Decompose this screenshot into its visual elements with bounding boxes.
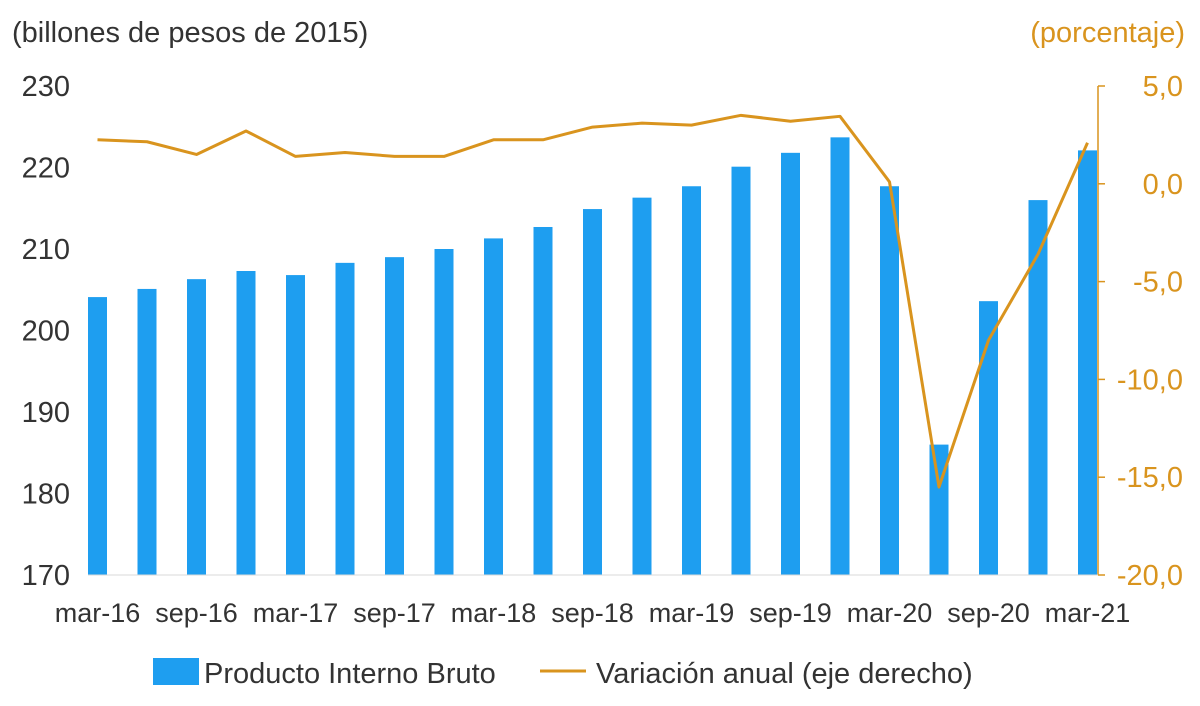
x-axis-ticks: mar-16 sep-16 mar-17 sep-17 mar-18 sep-18 mar-…: [55, 598, 1131, 628]
bar-mar-21: [1078, 150, 1097, 575]
bar-sep-16: [187, 279, 206, 575]
right-axis-ticks: -20,0 -15,0 -10,0 -5,0 0,0 5,0: [1098, 71, 1183, 592]
bar-mar-18: [484, 238, 503, 575]
right-tick-label: 5,0: [1143, 71, 1183, 103]
right-tick-label: -10,0: [1117, 364, 1183, 396]
x-tick-label: mar-21: [1045, 598, 1131, 628]
x-tick-label: mar-20: [847, 598, 933, 628]
left-tick-label: 200: [22, 316, 70, 348]
left-tick-label: 230: [22, 71, 70, 103]
right-tick-label: -15,0: [1117, 462, 1183, 494]
x-tick-label: sep-17: [353, 598, 436, 628]
x-tick-label: sep-16: [155, 598, 238, 628]
left-axis-title: (billones de pesos de 2015): [12, 17, 368, 49]
left-axis-ticks: 170 180 190 200 210 220 230: [22, 71, 70, 592]
left-tick-label: 190: [22, 397, 70, 429]
bar-sep-17: [385, 257, 404, 575]
x-tick-label: mar-18: [451, 598, 537, 628]
x-tick-label: sep-20: [947, 598, 1030, 628]
left-tick-label: 220: [22, 153, 70, 185]
right-tick-label: -5,0: [1133, 267, 1183, 299]
left-tick-label: 170: [22, 560, 70, 592]
bar-series: [88, 137, 1097, 575]
left-tick-label: 210: [22, 234, 70, 266]
bar-jun-18: [534, 227, 553, 575]
bar-jun-19: [732, 167, 751, 575]
legend-label-variacion: Variación anual (eje derecho): [596, 658, 973, 690]
bar-sep-18: [583, 209, 602, 575]
x-tick-label: mar-19: [649, 598, 735, 628]
right-axis-title: (porcentaje): [1030, 17, 1185, 49]
x-tick-label: mar-17: [253, 598, 339, 628]
right-tick-label: -20,0: [1117, 560, 1183, 592]
bar-dic-17: [435, 249, 454, 575]
legend-label-pib: Producto Interno Bruto: [204, 658, 496, 690]
bar-mar-17: [286, 275, 305, 575]
bar-mar-19: [682, 186, 701, 575]
x-tick-label: mar-16: [55, 598, 141, 628]
right-tick-label: 0,0: [1143, 169, 1183, 201]
bar-dic-18: [633, 198, 652, 575]
x-tick-label: sep-19: [749, 598, 832, 628]
bar-sep-19: [781, 153, 800, 575]
bar-dic-16: [237, 271, 256, 575]
bar-mar-20: [880, 186, 899, 575]
bar-dic-19: [831, 137, 850, 575]
bar-jun-17: [336, 263, 355, 575]
x-tick-label: sep-18: [551, 598, 634, 628]
left-tick-label: 180: [22, 479, 70, 511]
bar-mar-16: [88, 297, 107, 575]
legend-swatch-pib: [153, 658, 199, 685]
bar-jun-16: [138, 289, 157, 575]
legend: Producto Interno Bruto Variación anual (…: [153, 658, 973, 690]
